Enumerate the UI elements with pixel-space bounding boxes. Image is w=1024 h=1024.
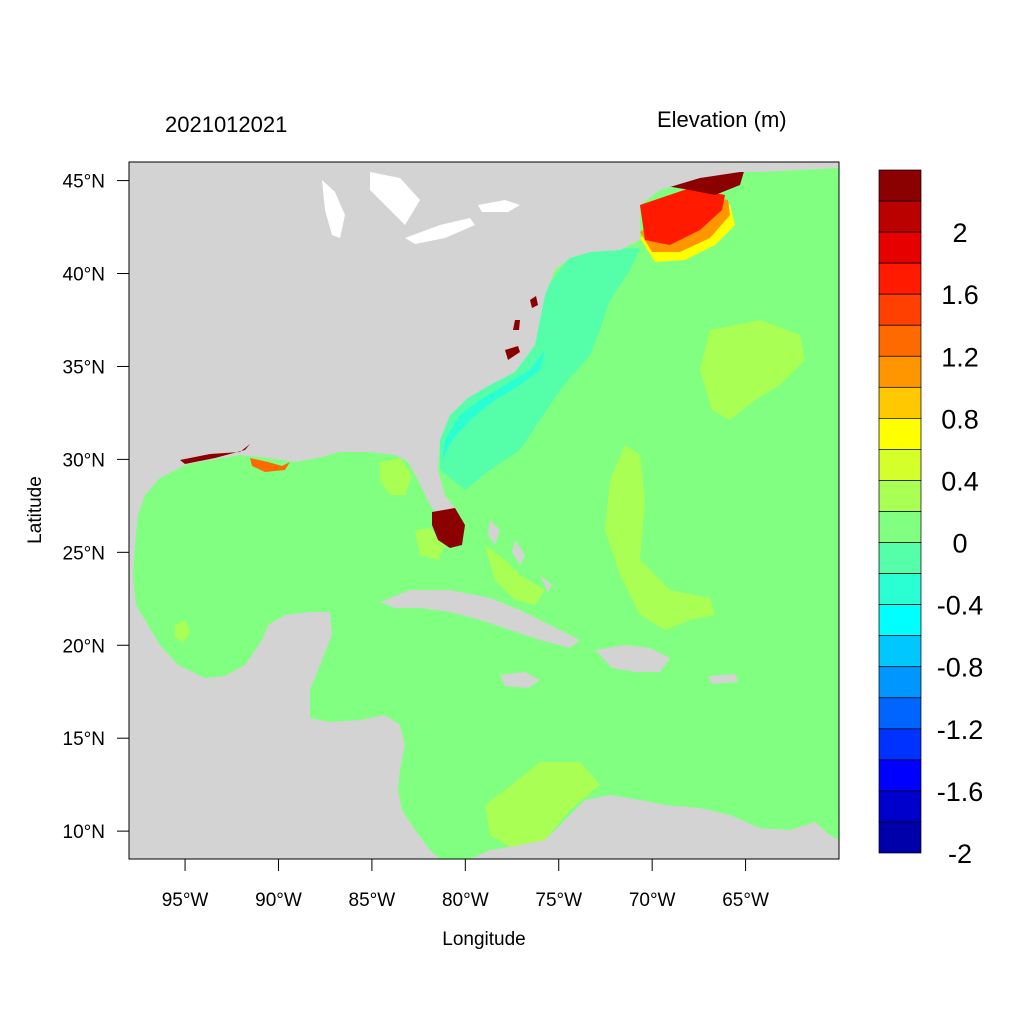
x-axis-title: Longitude [442,929,525,950]
land-north-america [129,162,839,859]
colorbar-swatch [878,293,922,326]
colorbar-swatch [878,821,922,854]
neg-shelf-inner [442,350,545,460]
colorbar-swatch [878,169,922,202]
surge-band-red [640,188,725,245]
colorbar-swatch [878,480,922,512]
y-tick-label: 15°N [63,729,105,750]
surge-south-florida [432,508,465,548]
x-axis-ticks: 95°W 90°W 85°W 80°W 75°W 70°W 65°W [162,859,769,911]
land-bahamas [488,520,552,592]
colorbar-swatch [878,635,922,668]
colorbar-label: 0 [952,529,967,559]
colorbar-label: 1.6 [941,280,979,310]
colorbar-swatch [878,449,922,481]
colorbar-swatch [878,697,922,730]
variable-title: Elevation (m) [657,107,787,132]
colorbar-swatch [878,231,922,264]
colorbar-swatch [878,759,922,792]
colorbar-label: -0.4 [937,591,984,621]
lake-michigan [322,180,345,238]
colorbar-swatch [878,386,922,419]
colorbar-swatch [878,511,922,543]
x-tick-label: 80°W [442,890,489,911]
colorbar-swatch [878,355,922,388]
colorbar-label: 2 [952,218,967,248]
land-hispaniola [595,645,670,672]
y-axis-title: Latitude [25,476,46,544]
pos-patch-fl-keys [415,528,445,560]
colorbar-swatch [878,604,922,637]
y-axis-ticks: 45°N 40°N 35°N 30°N 25°N 20°N 15°N 10°N [63,172,129,843]
y-tick-label: 10°N [63,822,105,843]
x-tick-label: 90°W [255,890,302,911]
surge-gulf-coast-dark [180,444,250,464]
colorbar-swatch [878,262,922,295]
x-tick-label: 95°W [162,890,209,911]
plot-frame [128,161,840,860]
lake-ontario [478,200,520,212]
colorbar-label: -1.2 [937,715,984,745]
y-tick-label: 25°N [63,543,105,564]
y-tick-label: 35°N [63,357,105,378]
surge-band-darkred [660,168,745,195]
colorbar-swatch [878,790,922,823]
y-tick-label: 20°N [63,636,105,657]
timestamp-title: 2021012021 [165,112,288,137]
colorbar-label: -1.6 [937,777,984,807]
colorbar-label: 1.2 [941,342,979,372]
pos-patch-atlantic-mid [605,445,715,630]
land-jamaica [500,672,540,688]
colorbar-swatch [878,200,922,233]
colorbar-swatch [878,324,922,357]
colorbar-label: 0.8 [941,404,979,434]
y-tick-label: 45°N [63,172,105,193]
colorbar-label: -2 [948,839,972,869]
colorbar-swatch [878,542,922,574]
lake-huron [370,172,420,225]
colorbar-swatch [878,666,922,699]
land-south-america [470,795,839,859]
pos-patch-gulf-sw [175,620,190,643]
colorbar-label: -0.8 [937,653,984,683]
x-tick-label: 75°W [535,890,582,911]
map-plot-area [129,162,839,859]
colorbar-label: 0.4 [941,466,979,496]
pos-patch-caribbean-south [485,762,600,850]
pos-patch-florida-west [380,458,412,495]
y-tick-label: 30°N [63,450,105,471]
pos-patch-atlantic-north [700,320,805,420]
colorbar-swatch [878,728,922,761]
pos-patch-bahamas [485,545,545,605]
land-puerto-rico [708,674,738,684]
y-tick-label: 40°N [63,265,105,286]
land-cuba [380,590,580,648]
surge-louisiana [250,458,290,472]
x-tick-label: 85°W [349,890,396,911]
colorbar-swatch [878,573,922,605]
colorbar-swatch [878,418,922,450]
x-tick-label: 70°W [629,890,676,911]
x-tick-label: 65°W [722,890,769,911]
colorbar: 2 1.6 1.2 0.8 0.4 0 -0.4 -0.8 -1.2 -1.6 -2 [878,169,984,869]
surge-southeast-dots [505,296,538,360]
lake-erie [405,218,475,244]
